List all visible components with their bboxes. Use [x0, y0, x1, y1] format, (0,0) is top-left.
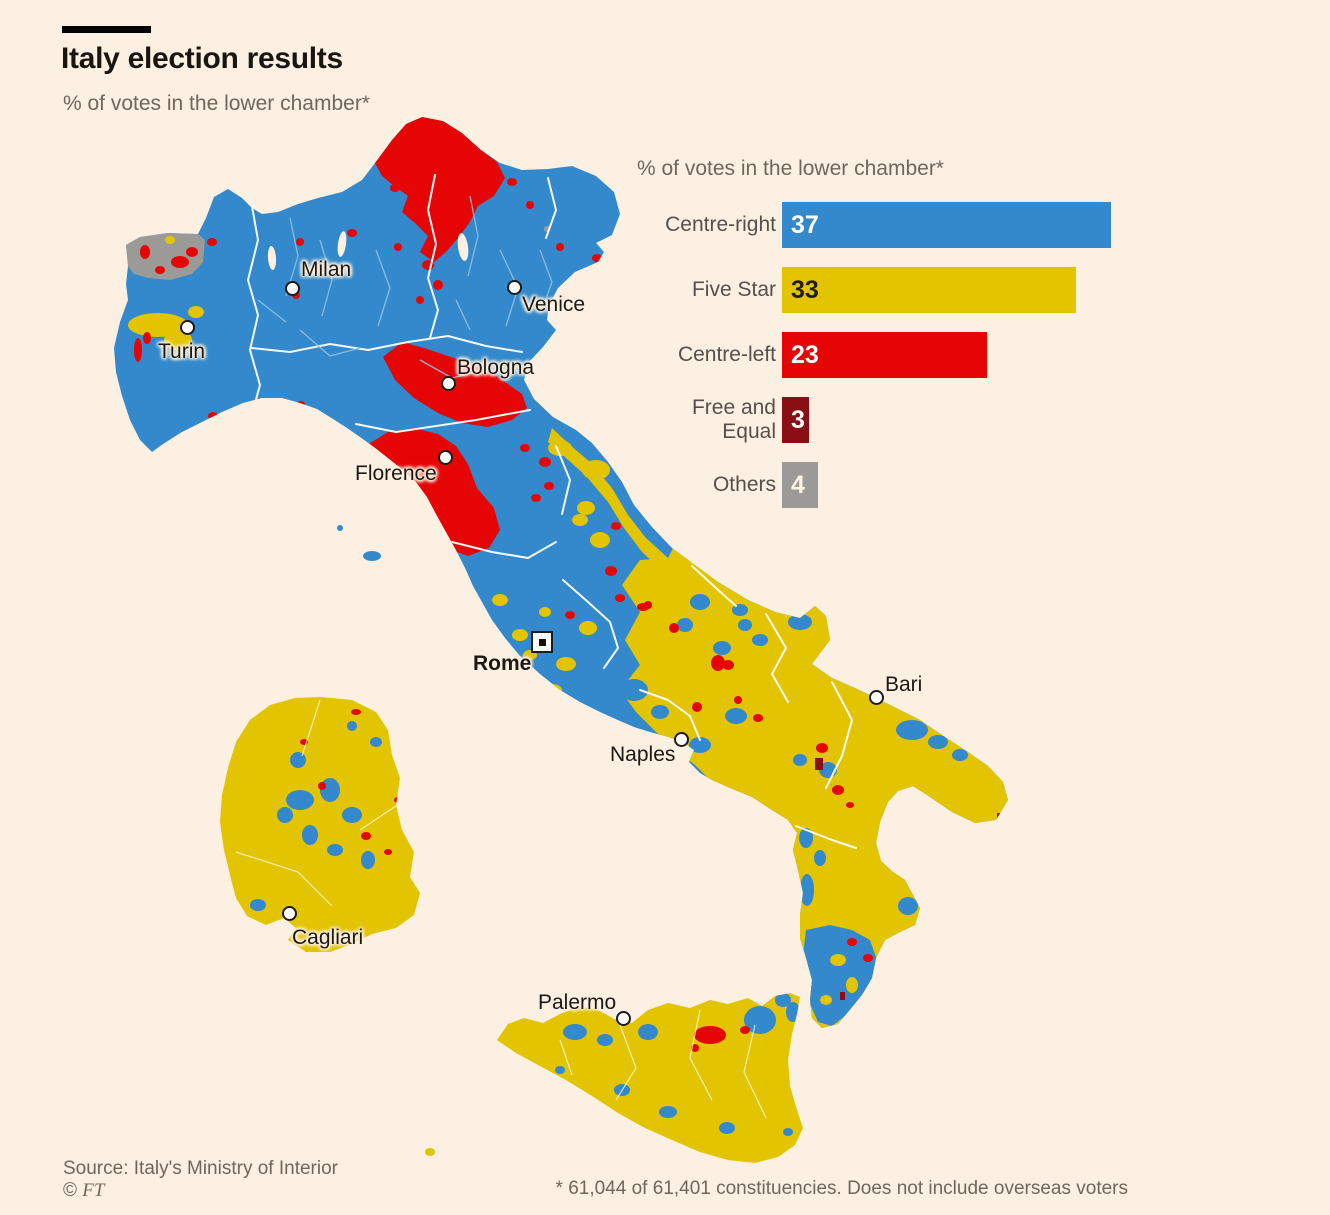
- legend-bar-centre-left: 23: [782, 332, 987, 378]
- legend-row-others: Others 4: [637, 462, 1117, 508]
- map-region-borders: [204, 174, 857, 849]
- legend-row-free-and-equal: Free and Equal 3: [637, 396, 1117, 443]
- copyright-note: © FT: [63, 1180, 104, 1202]
- map-province-borders: [257, 195, 553, 379]
- map-calabria-toe-centre-right: [803, 925, 877, 1026]
- legend-value-centre-left: 23: [791, 340, 819, 369]
- map-region-trentino-centre-left: [375, 117, 505, 262]
- map-sardinia-borders: [235, 699, 397, 907]
- legend-row-centre-right: Centre-right 37: [637, 202, 1117, 248]
- map-small-islands: [337, 525, 435, 1156]
- legend-value-free-and-equal: 3: [791, 405, 805, 434]
- map-region-tuscany-centre-left: [362, 428, 500, 556]
- map-region-aosta-others: [126, 233, 205, 280]
- legend-value-centre-right: 37: [791, 210, 819, 239]
- map-south-centre-right-specks: [603, 594, 968, 915]
- legend-label-others: Others: [712, 473, 776, 496]
- map-south-centre-left-specks: [722, 660, 873, 962]
- legend-rows: Centre-right 37 Five Star 33 Centre-left 23 Fr…: [637, 202, 1117, 508]
- map-sicily-centre-right-specks: [555, 993, 800, 1136]
- legend-row-five-star: Five Star 33: [637, 267, 1117, 313]
- legend-bar-free-and-equal: 3: [782, 397, 809, 443]
- copyright-symbol: ©: [63, 1180, 77, 1201]
- legend: % of votes in the lower chamber* Centre-…: [637, 156, 1117, 527]
- map-sicily-borders: [559, 1009, 767, 1119]
- title-accent-bar: [62, 26, 151, 33]
- legend-label-centre-right: Centre-right: [665, 213, 776, 236]
- legend-heading: % of votes in the lower chamber*: [637, 157, 944, 180]
- footnote: * 61,044 of 61,401 constituencies. Does …: [555, 1178, 1128, 1199]
- legend-bar-five-star: 33: [782, 267, 1076, 313]
- legend-label-five-star: Five Star: [691, 278, 776, 301]
- map-adriatic-coast-five-star-band: [548, 428, 800, 640]
- legend-value-five-star: 33: [791, 275, 819, 304]
- legend-bar-centre-right: 37: [782, 202, 1111, 248]
- map-central-five-star-specks: [492, 440, 610, 696]
- legend-label-centre-left: Centre-left: [677, 343, 776, 366]
- page-subtitle: % of votes in the lower chamber*: [63, 92, 370, 115]
- map-sardinia-base: [220, 697, 420, 952]
- legend-bar-others: 4: [782, 462, 818, 508]
- ft-brand: FT: [82, 1180, 105, 1201]
- legend-label-free-and-equal: Free and Equal: [691, 396, 776, 443]
- map-aosta-specks: [140, 245, 198, 274]
- legend-value-others: 4: [791, 470, 805, 499]
- map-lakes: [267, 231, 469, 270]
- source-note: Source: Italy's Ministry of Interior: [63, 1158, 338, 1179]
- map-calabria-five-star-specks: [820, 954, 858, 1005]
- legend-row-centre-left: Centre-left 23: [637, 332, 1117, 378]
- map-tuscany-coast-centre-left: [348, 440, 380, 502]
- page-title: Italy election results: [61, 42, 343, 75]
- map-piedmont-five-star-specks: [128, 236, 204, 350]
- map-sicily-centre-left-specks: [691, 1026, 750, 1052]
